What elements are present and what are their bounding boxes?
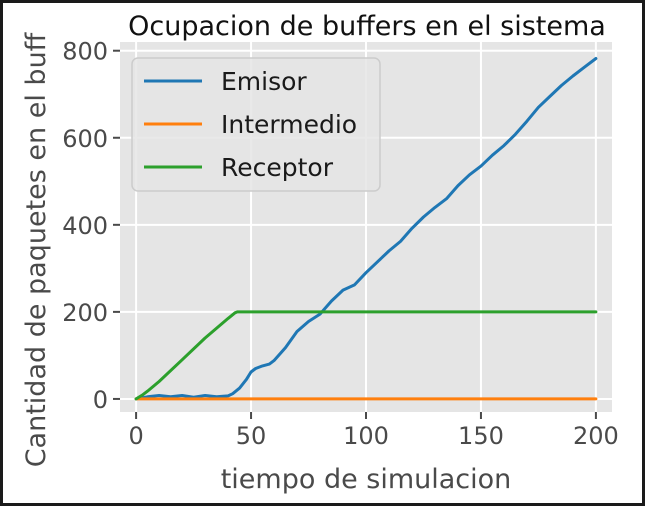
legend: Emisor Intermedio Receptor — [131, 57, 381, 192]
chart-title: Ocupacion de buffers en el sistema — [128, 11, 606, 42]
y-tick-label: 0 — [93, 386, 108, 414]
y-tick-label: 800 — [62, 38, 108, 66]
y-tick-label: 400 — [62, 212, 108, 240]
y-axis-label: Cantidad de paquetes en el buff — [21, 31, 52, 467]
x-tick-label: 50 — [236, 422, 267, 450]
series-lines — [134, 57, 598, 401]
axis-ticks: 0 50 100 150 200 0 200 400 600 800 — [62, 38, 619, 450]
x-tick-label: 100 — [343, 422, 389, 450]
legend-label-emisor: Emisor — [221, 67, 307, 96]
x-tick-label: 200 — [573, 422, 619, 450]
y-tick-label: 600 — [62, 125, 108, 153]
series-line-emisor — [134, 57, 598, 401]
x-axis-label: tiempo de simulacion — [221, 464, 512, 495]
legend-label-intermedio: Intermedio — [221, 110, 357, 139]
x-tick-label: 0 — [128, 422, 143, 450]
series-line-receptor — [134, 310, 598, 401]
x-tick-label: 150 — [458, 422, 504, 450]
legend-label-receptor: Receptor — [221, 153, 334, 182]
y-tick-label: 200 — [62, 299, 108, 327]
legend-box — [131, 57, 381, 192]
